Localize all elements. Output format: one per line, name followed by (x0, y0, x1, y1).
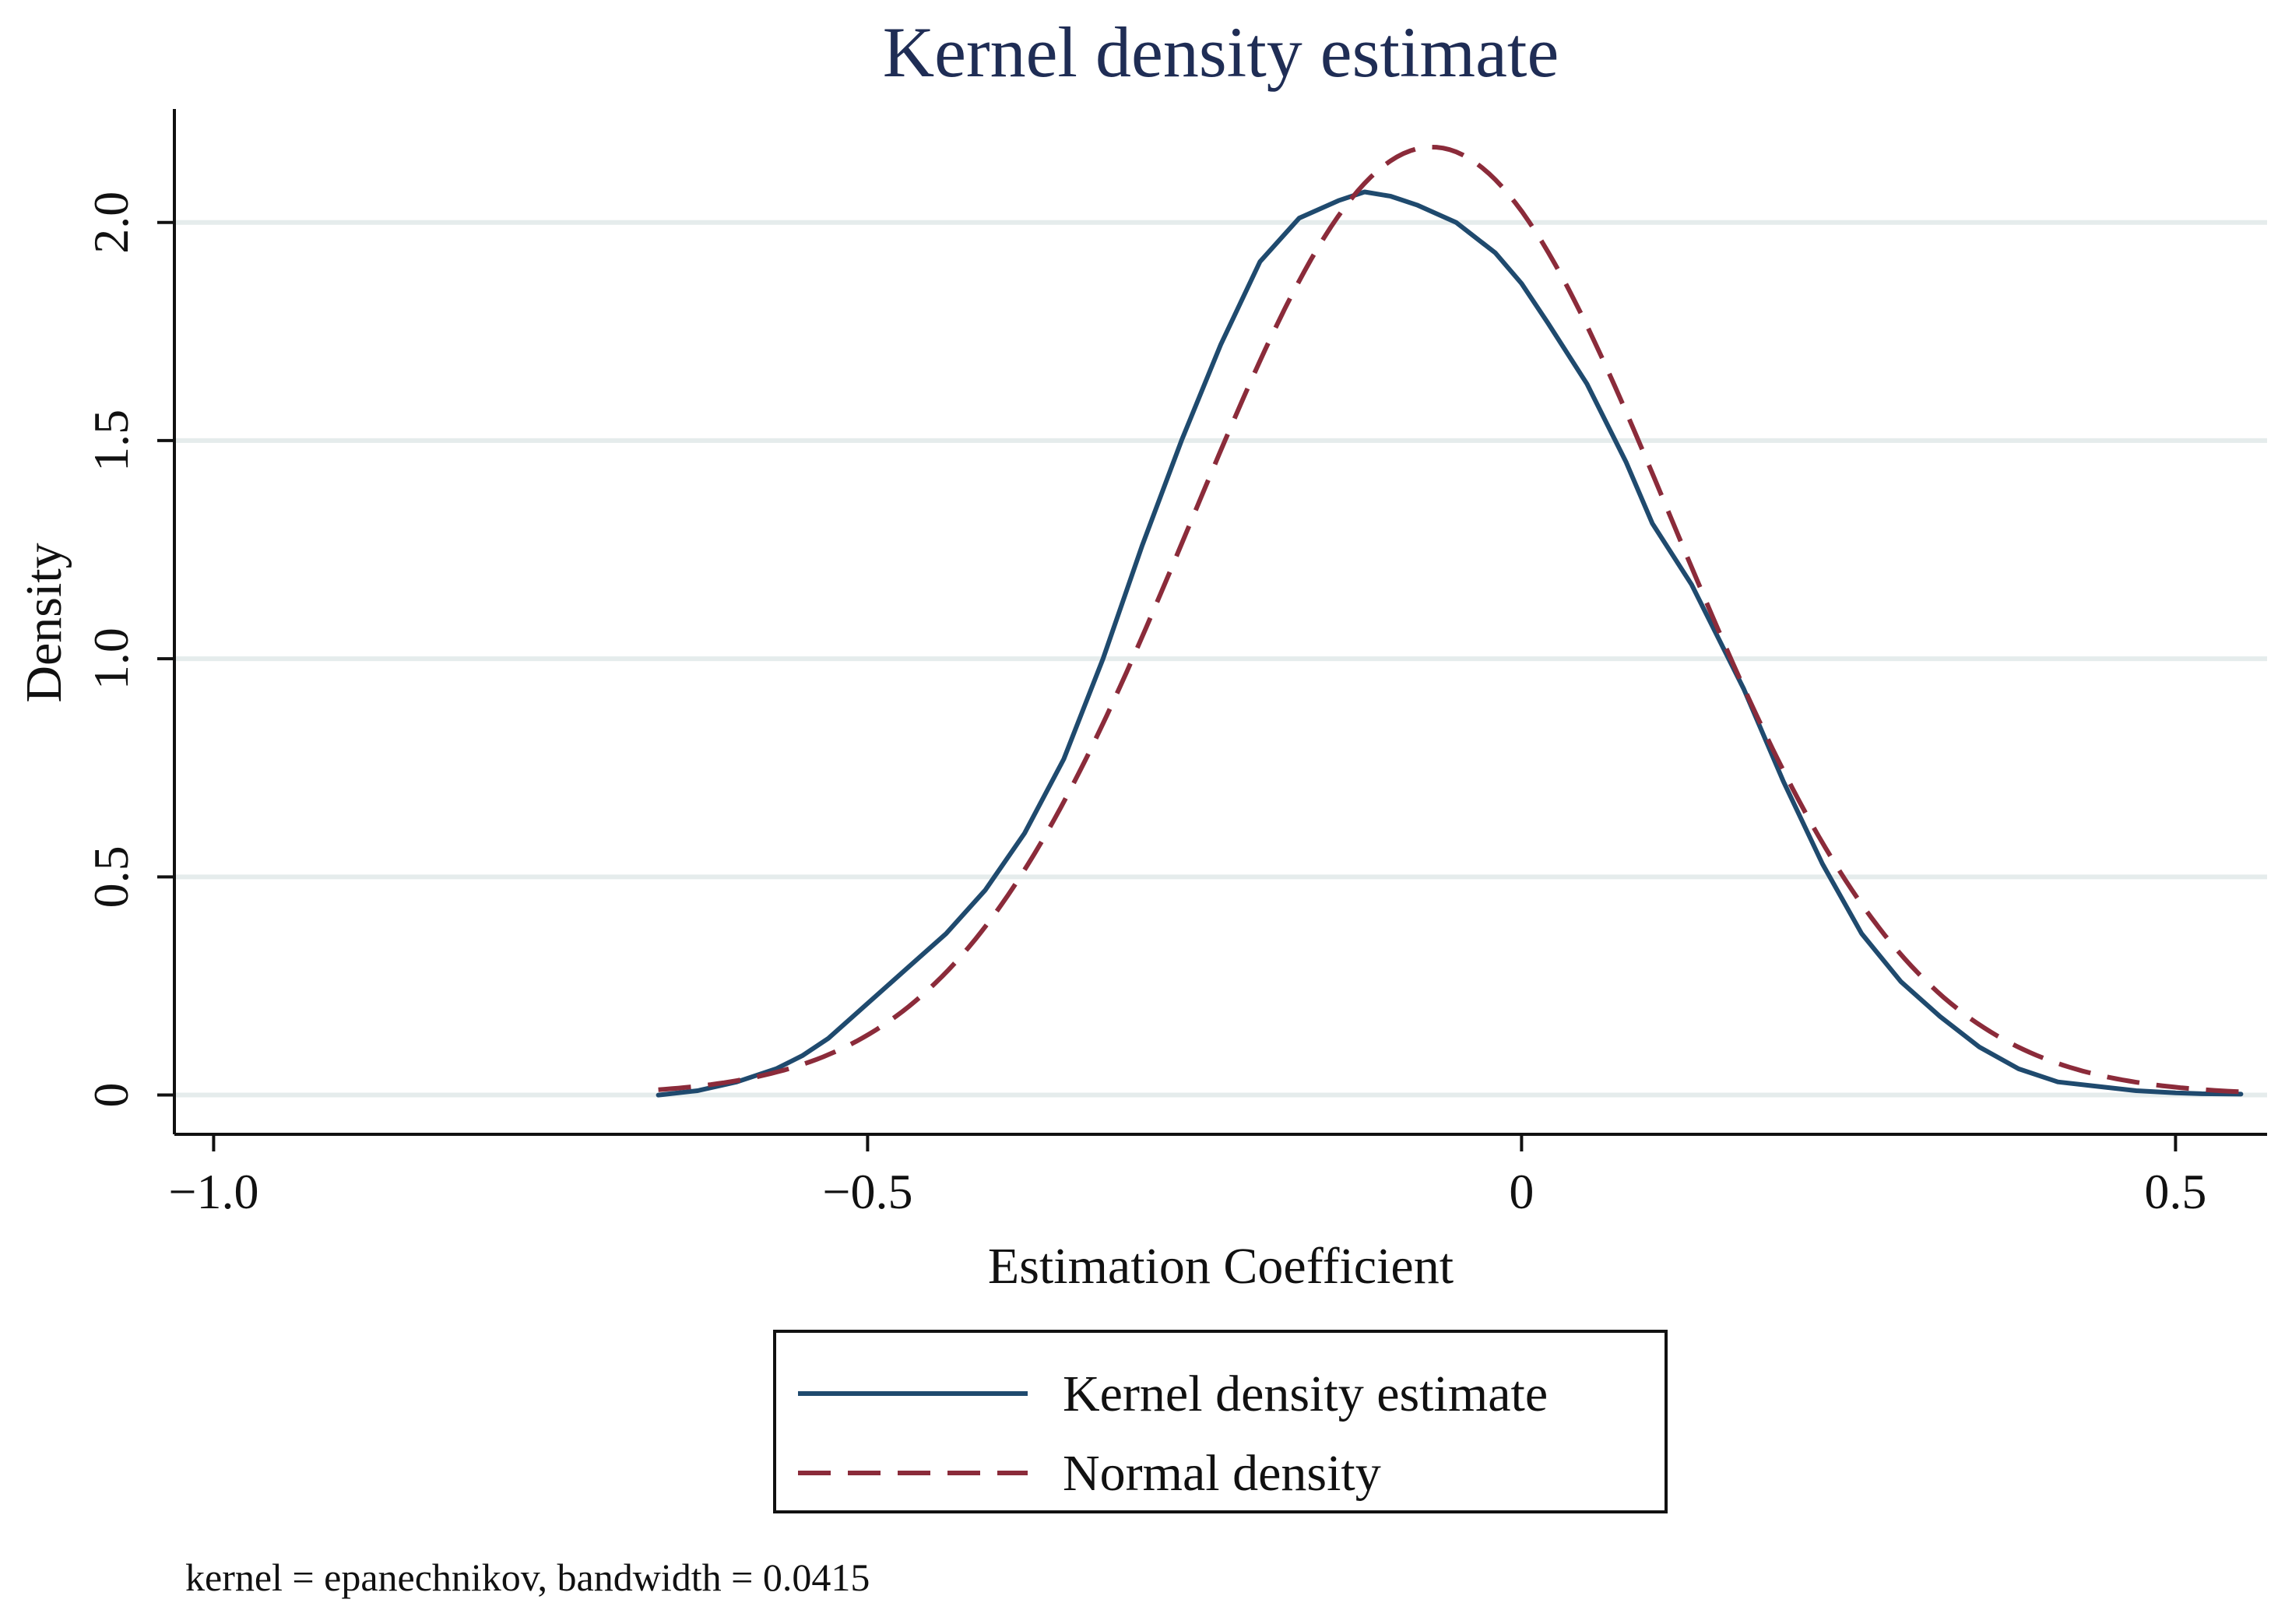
plot-series (656, 144, 2244, 1098)
legend-box (773, 1330, 1668, 1513)
kernel-note: kernel = epanechnikov, bandwidth = 0.041… (185, 1555, 870, 1599)
y-axis-label: Density (16, 543, 72, 702)
x-tick-label: 0 (1509, 1164, 1534, 1219)
gridlines (176, 220, 2267, 1098)
kernel-density-line (656, 189, 2244, 1098)
y-tick-label: 0 (83, 1083, 139, 1108)
legend: Kernel density estimate Normal density (773, 1330, 1668, 1513)
x-tick-label: −0.5 (822, 1164, 912, 1219)
axis-ticks: 0 0.5 1.0 1.5 2.0 −1.0 −0.5 0 0.5 (83, 192, 2206, 1219)
legend-normal-label: Normal density (1063, 1445, 1381, 1502)
x-tick-label: 0.5 (2144, 1164, 2206, 1219)
y-tick-label: 1.5 (83, 410, 139, 472)
x-axis-label: Estimation Coefficient (988, 1238, 1454, 1295)
normal-density-line (658, 144, 2241, 1095)
y-tick-label: 2.0 (83, 192, 139, 254)
chart-title: Kernel density estimate (883, 12, 1559, 92)
x-tick-label: −1.0 (168, 1164, 258, 1219)
y-tick-label: 1.0 (83, 627, 139, 690)
y-tick-label: 0.5 (83, 845, 139, 908)
legend-kernel-label: Kernel density estimate (1063, 1366, 1548, 1422)
